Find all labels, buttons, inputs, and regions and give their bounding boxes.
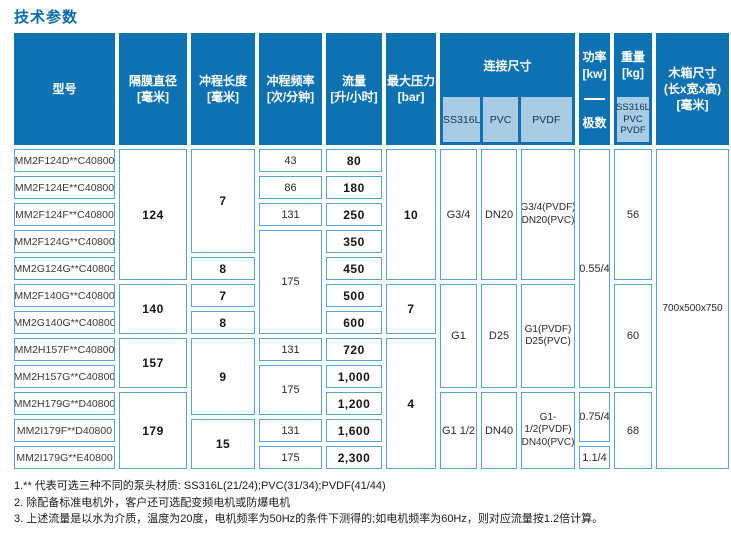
table-cell: 180 bbox=[326, 176, 382, 199]
table-cell: 131 bbox=[259, 338, 322, 361]
table-cell: 8 bbox=[191, 311, 255, 334]
table-cell: 600 bbox=[326, 311, 382, 334]
table-cell: G1 bbox=[440, 284, 477, 388]
table-cell: 60 bbox=[614, 284, 652, 388]
table-cell: 720 bbox=[326, 338, 382, 361]
table-cell: 175 bbox=[259, 230, 322, 334]
table-cell: 15 bbox=[191, 419, 255, 469]
table-cell: 7 bbox=[191, 149, 255, 253]
column-header: 隔膜直径 [毫米] bbox=[119, 33, 187, 145]
table-cell: MM2F140G**C40800 bbox=[14, 284, 115, 307]
table-cell: 4 bbox=[386, 338, 436, 469]
table-cell: 179 bbox=[119, 392, 187, 469]
table-cell: MM2H179G**D40800 bbox=[14, 392, 115, 415]
table-cell: G3/4(PVDF) DN20(PVC) bbox=[521, 149, 575, 280]
header-weight-block: 重量 [kg] SS316L PVC PVDF bbox=[614, 33, 652, 145]
header-connection-label: 连接尺寸 bbox=[483, 58, 532, 73]
table-cell: 43 bbox=[259, 149, 322, 172]
header-connection-block: 连接尺寸 SS316L PVC PVDF bbox=[440, 33, 575, 145]
header-ss316l: SS316L bbox=[443, 97, 481, 142]
header-connection-subrow: SS316L PVC PVDF bbox=[440, 97, 575, 145]
table-cell: 2,300 bbox=[326, 446, 382, 469]
table-cell: 131 bbox=[259, 419, 322, 442]
footnote: 2. 除配备标准电机外，客户还可选配变频电机或防爆电机 bbox=[14, 496, 291, 509]
table-cell: MM2G124G**C40800 bbox=[14, 257, 115, 280]
column-header: 木箱尺寸 (长x宽x高) [毫米] bbox=[656, 33, 729, 145]
table-cell: MM2H157G**C40800 bbox=[14, 365, 115, 388]
table-cell: 56 bbox=[614, 149, 652, 280]
header-power-label: 功率 [kw] bbox=[582, 50, 607, 81]
column-header: 冲程长度 [毫米] bbox=[191, 33, 255, 145]
table-cell: 80 bbox=[326, 149, 382, 172]
table-cell: G1 1/2 bbox=[440, 392, 477, 469]
table-cell: 124 bbox=[119, 149, 187, 280]
header-power-divider bbox=[584, 98, 605, 100]
footnote: 1.** 代表可选三种不同的泵头材质: SS316L(21/24);PVC(31… bbox=[14, 480, 386, 492]
table-cell: 175 bbox=[259, 365, 322, 415]
table-cell: 0.55/4 bbox=[579, 149, 610, 388]
table-cell: 131 bbox=[259, 203, 322, 226]
table-cell: MM2F124F**C40800 bbox=[14, 203, 115, 226]
footnote: 3. 上述流量是以水为介质，温度为20度，电机频率为50Hz的条件下测得的;如电… bbox=[14, 513, 604, 525]
table-cell: 1,200 bbox=[326, 392, 382, 415]
table-cell: MM2G140G**C40800 bbox=[14, 311, 115, 334]
header-power-block: 功率 [kw] 极数 bbox=[579, 33, 610, 145]
table-cell: MM2I179G**E40800 bbox=[14, 446, 115, 469]
header-weight-label: 重量 [kg] bbox=[620, 49, 645, 80]
table-cell: MM2F124D**C40800 bbox=[14, 149, 115, 172]
table-cell: MM2F124G**C40800 bbox=[14, 230, 115, 253]
table-cell: 450 bbox=[326, 257, 382, 280]
table-cell: DN20 bbox=[481, 149, 517, 280]
column-header: 型号 bbox=[14, 33, 115, 145]
table-cell: G3/4 bbox=[440, 149, 477, 280]
table-cell: 157 bbox=[119, 338, 187, 388]
table-cell: 68 bbox=[614, 392, 652, 469]
table-cell: 700x500x750 bbox=[656, 149, 729, 469]
table-cell: DN40 bbox=[481, 392, 517, 469]
table-cell: 350 bbox=[326, 230, 382, 253]
table-cell: G1-1/2(PVDF) DN40(PVC) bbox=[521, 392, 575, 469]
footnotes: 1.** 代表可选三种不同的泵头材质: SS316L(21/24);PVC(31… bbox=[14, 478, 724, 528]
table-cell: 1,600 bbox=[326, 419, 382, 442]
table-cell: 7 bbox=[386, 284, 436, 334]
table-cell: MM2I179F**D40800 bbox=[14, 419, 115, 442]
column-header: 流量 [升/小时] bbox=[326, 33, 382, 145]
header-pvdf: PVDF bbox=[520, 97, 572, 142]
spec-table: 连接尺寸 SS316L PVC PVDF 功率 [kw] 极数 重量 [kg] … bbox=[14, 33, 729, 469]
header-poles-label: 极数 bbox=[582, 116, 607, 130]
table-cell: 7 bbox=[191, 284, 255, 307]
column-header: 最大压力 [bar] bbox=[386, 33, 436, 145]
table-cell: 10 bbox=[386, 149, 436, 280]
table-cell: 0.75/4 bbox=[579, 392, 610, 442]
table-cell: 1,000 bbox=[326, 365, 382, 388]
table-cell: 250 bbox=[326, 203, 382, 226]
table-cell: 86 bbox=[259, 176, 322, 199]
table-cell: G1(PVDF) D25(PVC) bbox=[521, 284, 575, 388]
table-cell: 9 bbox=[191, 338, 255, 415]
table-cell: 140 bbox=[119, 284, 187, 334]
table-cell: 1.1/4 bbox=[579, 446, 610, 469]
table-cell: MM2H157F**C40800 bbox=[14, 338, 115, 361]
header-pvc: PVC bbox=[483, 97, 518, 142]
table-cell: MM2F124E**C40800 bbox=[14, 176, 115, 199]
page-title: 技术参数 bbox=[14, 9, 79, 26]
table-cell: 500 bbox=[326, 284, 382, 307]
table-cell: D25 bbox=[481, 284, 517, 388]
table-cell: 175 bbox=[259, 446, 322, 469]
table-cell: 8 bbox=[191, 257, 255, 280]
column-header: 冲程频率 [次/分钟] bbox=[259, 33, 322, 145]
header-weight-materials: SS316L PVC PVDF bbox=[616, 97, 650, 142]
